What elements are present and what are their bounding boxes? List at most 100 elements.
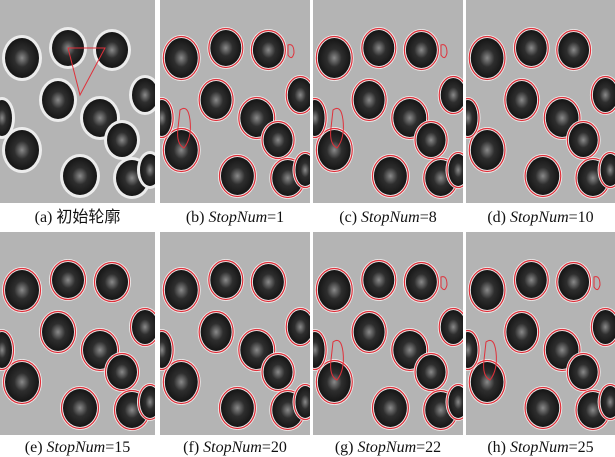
- cell: [107, 123, 137, 157]
- caption-value: =8: [420, 209, 437, 226]
- cell: [318, 38, 351, 78]
- cell: [569, 355, 598, 389]
- cell: [201, 313, 232, 351]
- cell: [558, 264, 589, 300]
- cell: [471, 270, 504, 310]
- cell: [96, 32, 128, 68]
- caption-param: StopNum: [47, 439, 106, 456]
- caption-label: (f): [183, 439, 199, 456]
- caption-label: (e): [25, 439, 43, 456]
- cell: [210, 30, 241, 66]
- caption-label: (d): [487, 209, 506, 226]
- panel-image: [0, 0, 163, 203]
- panel-image: [455, 0, 615, 203]
- cell: [210, 262, 241, 298]
- cell: [152, 100, 171, 136]
- cell: [165, 38, 198, 78]
- cell: [5, 270, 39, 310]
- cell: [448, 386, 467, 418]
- cell: [516, 262, 547, 298]
- cell: [417, 355, 446, 389]
- panel-image: [0, 232, 163, 435]
- cell: [152, 332, 171, 368]
- panel-image: [302, 0, 471, 203]
- caption: (h) StopNum=25: [487, 439, 593, 456]
- cell: [318, 362, 351, 402]
- cell: [527, 389, 560, 427]
- cell: [417, 123, 446, 157]
- cell: [295, 154, 314, 186]
- figure: (a) 初始轮廓(b) StopNum=1(c) StopNum=8(d) St…: [0, 0, 615, 457]
- cell: [374, 157, 407, 195]
- cell: [374, 389, 407, 427]
- panel-image: [149, 0, 318, 203]
- cell: [569, 123, 598, 157]
- cell: [5, 362, 39, 402]
- cell: [253, 264, 284, 300]
- caption-param: StopNum: [361, 209, 420, 226]
- cell: [558, 32, 589, 68]
- cell: [107, 355, 137, 389]
- caption: (g) StopNum=22: [335, 439, 441, 456]
- caption-value: =1: [267, 209, 284, 226]
- cell: [506, 313, 537, 351]
- caption-value: =22: [416, 439, 441, 456]
- cell: [132, 310, 158, 344]
- cell: [132, 78, 158, 112]
- cell: [363, 262, 394, 298]
- cell: [448, 154, 467, 186]
- cell: [63, 389, 97, 427]
- cell: [42, 81, 74, 119]
- cell: [96, 264, 128, 300]
- caption: (b) StopNum=1: [186, 209, 284, 226]
- cell: [63, 157, 97, 195]
- panel-image: [302, 232, 471, 435]
- cell: [471, 362, 504, 402]
- cell: [165, 270, 198, 310]
- caption-label: (b): [186, 209, 205, 226]
- caption-value: =15: [105, 439, 130, 456]
- caption: (a) 初始轮廓: [35, 208, 121, 226]
- cell: [516, 30, 547, 66]
- panel-image: [455, 232, 615, 435]
- cell: [441, 310, 466, 344]
- caption-param: StopNum: [510, 209, 569, 226]
- caption-label: (a): [35, 209, 53, 226]
- cell: [471, 130, 504, 170]
- cell: [471, 38, 504, 78]
- cell: [52, 262, 84, 298]
- caption: (e) StopNum=15: [25, 439, 130, 456]
- cell: [165, 362, 198, 402]
- caption: (d) StopNum=10: [487, 209, 593, 226]
- cell: [527, 157, 560, 195]
- cell: [221, 157, 254, 195]
- cell: [264, 123, 293, 157]
- cell: [406, 264, 437, 300]
- cell: [288, 78, 313, 112]
- caption: (c) StopNum=8: [339, 209, 436, 226]
- caption-param: StopNum: [208, 209, 267, 226]
- cell: [354, 81, 385, 119]
- caption-text: 初始轮廓: [56, 208, 120, 226]
- caption-param: StopNum: [357, 439, 416, 456]
- caption-value: =10: [569, 209, 594, 226]
- cell: [140, 154, 160, 186]
- caption-label: (h): [487, 439, 506, 456]
- caption-param: StopNum: [203, 439, 262, 456]
- cell: [5, 38, 39, 78]
- panel-image: [149, 232, 318, 435]
- cell: [288, 310, 313, 344]
- cell: [363, 30, 394, 66]
- caption-param: StopNum: [510, 439, 569, 456]
- cell: [5, 130, 39, 170]
- cell: [253, 32, 284, 68]
- cell: [165, 130, 198, 170]
- cell: [264, 355, 293, 389]
- cell: [318, 130, 351, 170]
- cell: [318, 270, 351, 310]
- cell: [221, 389, 254, 427]
- cell: [201, 81, 232, 119]
- cell: [42, 313, 74, 351]
- caption-label: (c): [339, 209, 357, 226]
- cell: [295, 386, 314, 418]
